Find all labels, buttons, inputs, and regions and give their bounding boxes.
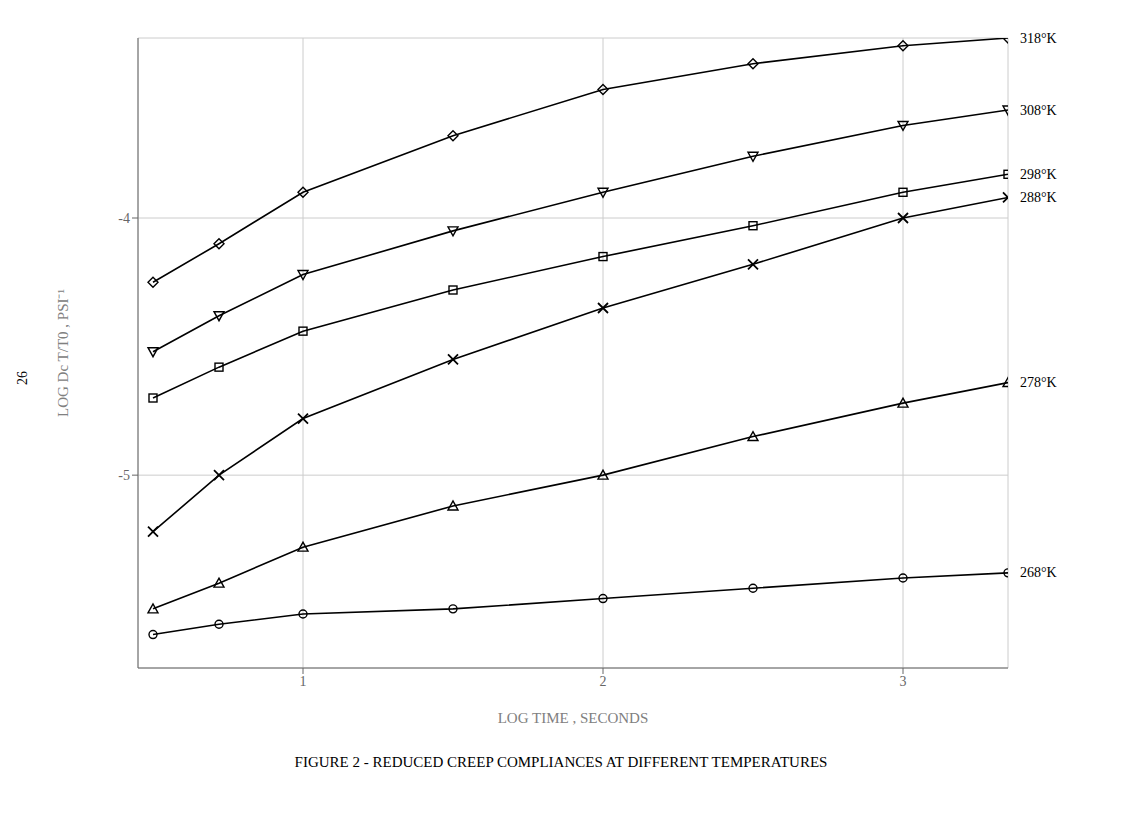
svg-text:1: 1 xyxy=(300,674,307,689)
svg-text:LOG TIME , SECONDS: LOG TIME , SECONDS xyxy=(498,710,649,726)
svg-text:288°K: 288°K xyxy=(1020,190,1057,205)
svg-text:LOG Dc T/T0 , PSI⁻¹: LOG Dc T/T0 , PSI⁻¹ xyxy=(55,289,71,417)
svg-text:-5: -5 xyxy=(118,468,130,483)
svg-text:298°K: 298°K xyxy=(1020,167,1057,182)
svg-text:318°K: 318°K xyxy=(1020,31,1057,46)
svg-text:308°K: 308°K xyxy=(1020,103,1057,118)
svg-text:268°K: 268°K xyxy=(1020,565,1057,580)
svg-text:2: 2 xyxy=(600,674,607,689)
html-text:26: 26 xyxy=(15,371,30,385)
svg-text:3: 3 xyxy=(900,674,907,689)
html-text:FIGURE 2 - REDUCED CREEP COMPL: FIGURE 2 - REDUCED CREEP COMPLIANCES AT … xyxy=(294,754,828,770)
svg-text:278°K: 278°K xyxy=(1020,375,1057,390)
svg-text:-4: -4 xyxy=(118,211,130,226)
